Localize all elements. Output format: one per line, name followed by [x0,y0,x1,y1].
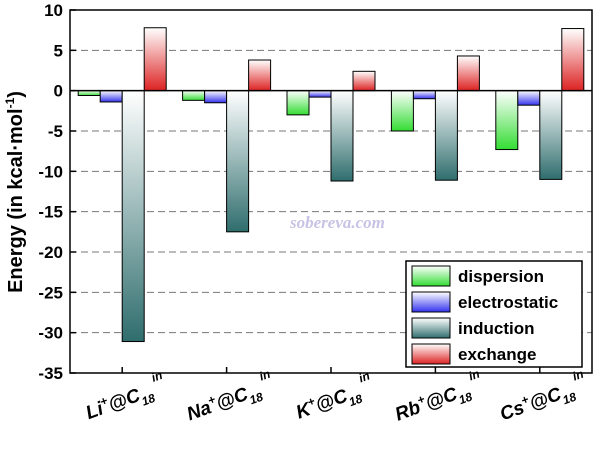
y-tick-label: -35 [38,364,63,383]
bar-exchange [561,28,585,92]
category-label: Li+@C18 in [80,368,170,428]
bar-induction [434,90,458,181]
category-superscript: in [571,367,586,384]
legend-label-exchange: exchange [458,345,536,364]
bar-exchange [352,70,376,92]
bar-dispersion [495,90,519,151]
bar-electrostatic [412,90,436,100]
category-label: Na+@C18in [181,367,278,429]
category-superscript: in [357,369,372,386]
legend-swatch-electrostatic [411,291,451,313]
x-tick-labels: Li+@C18inNa+@C18inK+@C18inRb+@C18inCs+@C… [80,367,592,430]
y-tick-label: -30 [38,324,63,343]
watermark-text: sobereva.com [289,213,385,232]
y-tick-label: -10 [38,162,63,181]
legend-swatch-dispersion [411,265,451,287]
category-label: Cs+@C18in [495,367,592,429]
y-axis-label: Energy (in kcal·mol-1) [3,91,27,293]
legend-label-electrostatic: electrostatic [458,293,558,312]
category-label: K+@C18in [291,369,378,428]
y-tick-label: -15 [38,203,63,222]
category-subscript: 18 [457,389,475,407]
bar-induction [121,90,145,343]
category-subscript: 18 [347,391,365,409]
bars-group [77,27,585,343]
category-core: @C [106,385,144,416]
bar-dispersion [286,90,310,116]
y-tick-label: -5 [48,122,63,141]
legend: dispersion electrostatic induction exchange [405,260,583,368]
category-ion: Li [83,398,107,424]
bar-dispersion [182,90,206,101]
y-tick-label: 5 [54,41,63,60]
category-core: @C [527,384,565,415]
y-tick-label: 0 [54,82,63,101]
category-core: @C [423,384,461,415]
category-subscript: 18 [248,390,266,408]
category-subscript: 18 [561,390,579,408]
category-superscript: in [257,367,272,384]
y-tick-label: -25 [38,283,63,302]
category-label: Rb+@C18in [390,367,488,430]
category-subscript: 18 [140,391,158,409]
category-superscript: in [467,367,482,384]
bar-electrostatic [99,90,123,103]
legend-swatch-induction [411,317,451,339]
category-charge: + [206,392,217,408]
bar-exchange [143,27,167,92]
bar-induction [539,90,563,180]
legend-swatch-exchange [411,343,451,365]
bar-electrostatic [204,90,228,104]
category-superscript: in [150,368,165,385]
y-axis-label-close: ) [5,91,27,98]
category-charge: + [305,394,316,410]
y-tick-label: -20 [38,243,63,262]
category-core: @C [214,384,252,415]
legend-label-dispersion: dispersion [458,267,544,286]
y-tick-label: 10 [44,1,63,20]
bar-electrostatic [517,90,541,106]
legend-label-induction: induction [458,319,534,338]
category-core: @C [313,386,351,417]
axis-ticks: 10 5 0 -5 -10 -15 -20 -25 -30 -35 [38,1,541,383]
category-charge: + [98,393,109,409]
bar-induction [226,90,250,233]
category-charge: + [519,392,530,408]
category-charge: + [415,392,426,408]
bar-induction [330,90,354,182]
bar-exchange [456,55,480,92]
bar-exchange [248,59,272,92]
bar-dispersion [390,90,414,132]
y-axis-label-sup: -1 [3,97,17,108]
bar-electrostatic [308,90,332,98]
